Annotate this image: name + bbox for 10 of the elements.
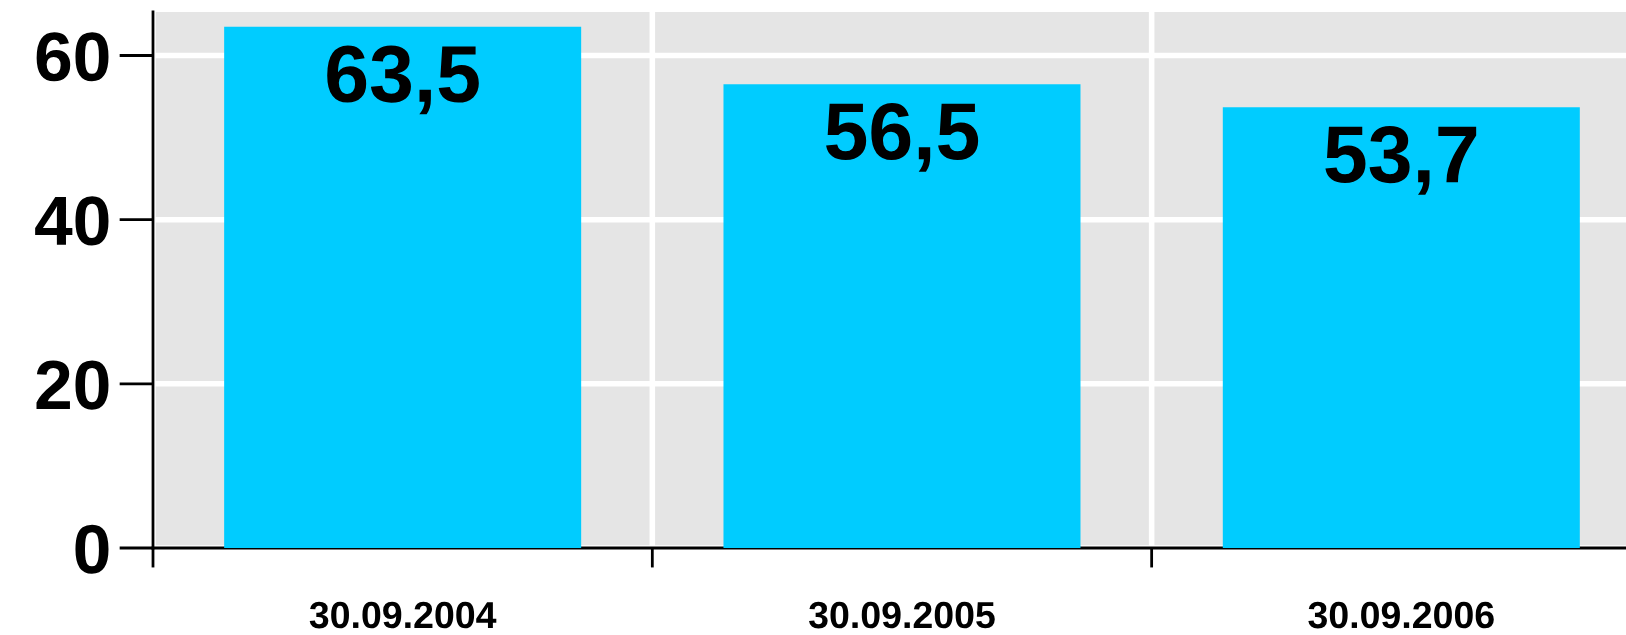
y-tick-label: 40 [35, 196, 109, 246]
x-tick-label: 30.09.2005 [809, 601, 995, 629]
y-tick-label: 60 [36, 32, 109, 82]
data-label: 63,5 [327, 45, 479, 115]
data-label: 53,7 [1325, 126, 1477, 195]
x-tick-label: 30.09.2006 [1308, 601, 1494, 629]
y-tick-label: 20 [36, 360, 109, 410]
data-label: 56,5 [826, 103, 979, 172]
y-tick-label: 0 [75, 524, 109, 574]
x-tick-label: 30.09.2004 [309, 601, 497, 629]
